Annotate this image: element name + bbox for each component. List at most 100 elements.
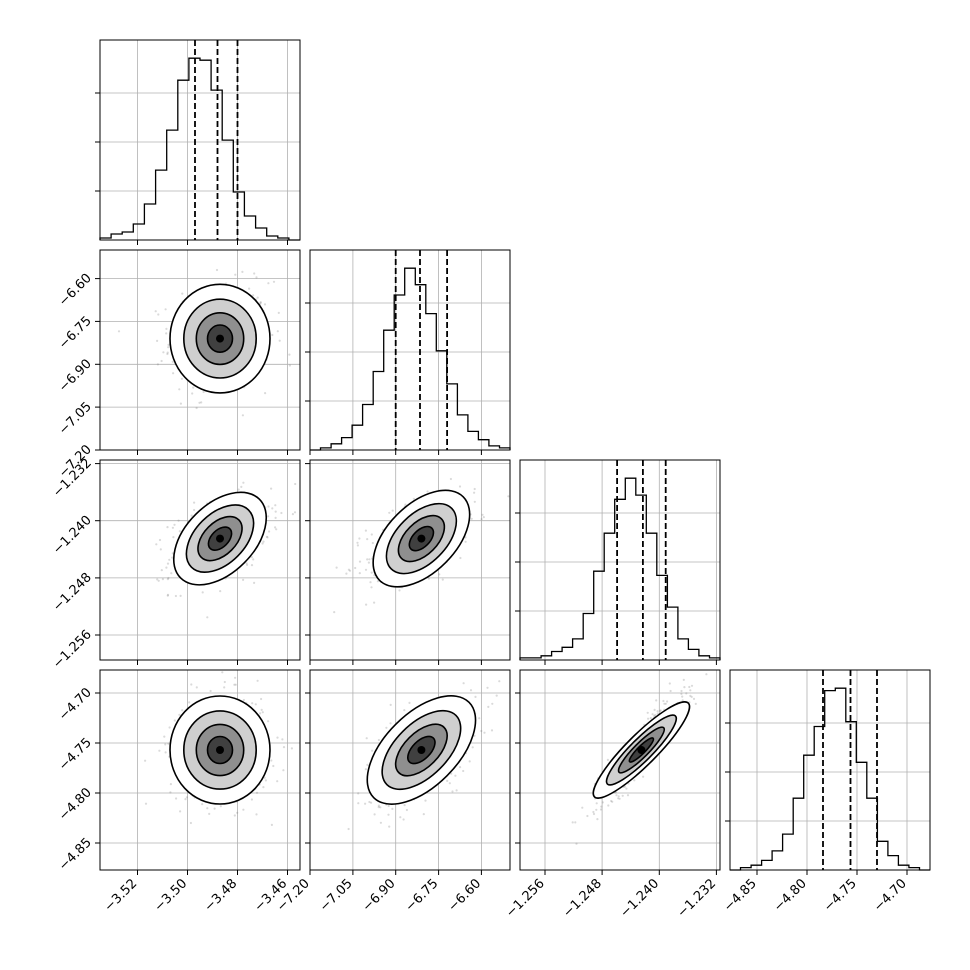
scatter-point (364, 529, 367, 532)
scatter-point (402, 818, 405, 821)
scatter-point (405, 808, 408, 812)
x-tick-label: −1.232 (675, 876, 720, 921)
scatter-point (178, 388, 181, 391)
scatter-point (368, 558, 371, 561)
scatter-point (464, 540, 467, 543)
scatter-point (173, 719, 176, 722)
scatter-point (388, 825, 391, 828)
scatter-point (157, 579, 160, 582)
panel-2-1 (305, 459, 511, 665)
scatter-point (615, 794, 618, 797)
scatter-point (270, 759, 273, 762)
scatter-point (468, 760, 471, 763)
scatter-point (260, 456, 262, 458)
scatter-point (242, 481, 245, 484)
scatter-point (267, 505, 270, 508)
scatter-point (206, 616, 209, 619)
scatter-point (680, 692, 683, 696)
scatter-point (600, 805, 603, 808)
scatter-point (458, 485, 462, 488)
y-tick-label: −1.248 (50, 570, 95, 615)
scatter-point (266, 536, 269, 539)
x-tick-label: −3.48 (202, 876, 241, 915)
scatter-point (160, 569, 163, 572)
scatter-point (223, 680, 226, 684)
scatter-point (198, 401, 201, 404)
scatter-point (473, 487, 476, 491)
scatter-point (379, 821, 382, 824)
scatter-point (234, 683, 237, 686)
scatter-point (169, 783, 172, 786)
scatter-point (156, 363, 159, 366)
scatter-point (190, 683, 193, 686)
scatter-point (575, 842, 578, 845)
scatter-point (167, 343, 170, 346)
scatter-point (379, 806, 382, 809)
scatter-point (659, 710, 662, 713)
y-tick-label: −6.60 (56, 271, 95, 310)
x-tick-label: −6.75 (403, 876, 442, 915)
scatter-point (571, 821, 574, 824)
scatter-point (168, 726, 171, 729)
scatter-point (164, 743, 167, 746)
scatter-point (663, 702, 666, 705)
scatter-point (174, 594, 177, 598)
scatter-point (281, 738, 284, 741)
scatter-point (189, 821, 192, 825)
scatter-point (166, 351, 169, 354)
scatter-point (254, 703, 257, 706)
density-peak (216, 334, 224, 343)
scatter-point (179, 402, 182, 405)
scatter-point (365, 603, 368, 606)
scatter-point (358, 560, 362, 563)
scatter-point (271, 507, 274, 510)
scatter-point (161, 578, 164, 581)
scatter-point (391, 509, 394, 512)
scatter-point (262, 786, 265, 789)
scatter-point (246, 563, 249, 567)
scatter-point (389, 722, 392, 725)
scatter-point (263, 303, 267, 306)
y-tick-label: −6.90 (56, 357, 95, 396)
scatter-point (271, 333, 274, 337)
scatter-point (364, 768, 367, 771)
scatter-point (689, 694, 692, 698)
x-tick-label: −1.248 (560, 876, 605, 921)
scatter-point (592, 812, 596, 816)
scatter-point (377, 806, 380, 809)
scatter-point (681, 695, 684, 698)
scatter-point (348, 569, 352, 572)
scatter-point (233, 683, 236, 686)
x-tick-label: −1.240 (618, 876, 663, 921)
scatter-point (659, 709, 662, 712)
scatter-point (177, 519, 180, 522)
scatter-point (664, 702, 667, 705)
scatter-point (256, 679, 259, 682)
scatter-point (651, 713, 654, 716)
scatter-point (294, 482, 297, 486)
scatter-point (156, 339, 159, 342)
scatter-point (688, 685, 691, 689)
scatter-point (234, 676, 237, 679)
scatter-point (483, 731, 486, 734)
scatter-point (649, 717, 652, 720)
scatter-point (117, 330, 121, 333)
scatter-point (250, 798, 253, 801)
scatter-point (347, 568, 350, 571)
scatter-point (259, 301, 262, 304)
panel-3-0: −3.52 −3.50 −3.48 −3.46−4.85−4.80−4.75−4.70 (56, 669, 301, 915)
scatter-point (166, 578, 169, 581)
scatter-point (251, 702, 254, 705)
scatter-point (201, 591, 204, 594)
scatter-point (209, 689, 212, 693)
scatter-point (275, 528, 278, 531)
scatter-point (480, 518, 483, 521)
scatter-point (653, 714, 656, 717)
scatter-point (357, 802, 360, 805)
scatter-point (234, 273, 237, 276)
scatter-point (181, 292, 184, 295)
scatter-point (356, 544, 359, 547)
scatter-point (267, 515, 270, 518)
scatter-point (455, 789, 458, 792)
